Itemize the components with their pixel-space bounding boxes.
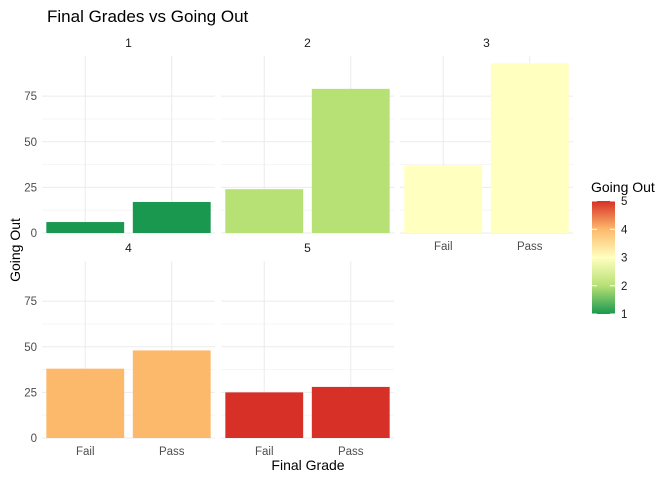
x-tick-label: Fail <box>255 446 274 458</box>
y-tick-label: 0 <box>31 433 37 445</box>
legend-tick-label: 4 <box>621 224 628 236</box>
bar <box>46 222 125 233</box>
y-tick-label: 50 <box>24 342 37 354</box>
x-tick-label: Fail <box>76 446 95 458</box>
facet-strip-label: 4 <box>125 241 132 255</box>
facet-strip-label: 2 <box>304 36 311 50</box>
bar <box>46 368 125 438</box>
facet-panel: 2 <box>221 36 394 234</box>
bar <box>225 392 304 438</box>
x-axis-title: Final Grade <box>271 457 344 473</box>
bar <box>490 63 569 234</box>
bar <box>404 165 483 233</box>
bar <box>311 88 390 233</box>
x-tick-label: Pass <box>338 446 364 458</box>
bar <box>311 386 390 438</box>
legend-tick-label: 1 <box>621 309 627 321</box>
facet-panels: 1 0 25 50 75 2 3 Fail Pass 4 0 25 50 75 Fail Pass 5 Fail P… <box>24 36 573 458</box>
legend-colorbar <box>592 201 615 314</box>
facet-panel: 1 0 25 50 75 <box>24 36 215 240</box>
y-tick-label: 50 <box>24 137 37 149</box>
legend-tick-label: 2 <box>621 281 627 293</box>
x-tick-label: Pass <box>517 241 543 253</box>
x-tick-label: Fail <box>434 241 453 253</box>
facet-panel: 5 Fail Pass <box>221 241 394 458</box>
facet-panel: 4 0 25 50 75 Fail Pass <box>24 241 215 458</box>
y-tick-label: 25 <box>24 182 37 194</box>
chart-title: Final Grades vs Going Out <box>47 7 249 26</box>
legend-title: Going Out <box>591 179 655 195</box>
color-legend: Going Out 1 2 3 4 5 <box>591 179 655 321</box>
y-tick-label: 75 <box>24 91 37 103</box>
bar <box>225 189 304 233</box>
y-tick-label: 0 <box>31 228 37 240</box>
legend-tick-label: 3 <box>621 253 627 265</box>
facet-strip-label: 5 <box>304 241 311 255</box>
facet-strip-label: 1 <box>125 36 132 50</box>
bar <box>132 350 211 438</box>
y-tick-label: 75 <box>24 296 37 308</box>
facet-panel: 3 Fail Pass <box>400 36 573 253</box>
bar <box>132 201 211 233</box>
facet-strip-label: 3 <box>483 36 490 50</box>
y-tick-label: 25 <box>24 387 37 399</box>
legend-tick-label: 5 <box>621 196 627 208</box>
x-tick-label: Pass <box>159 446 185 458</box>
y-axis-title: Going Out <box>7 218 23 282</box>
